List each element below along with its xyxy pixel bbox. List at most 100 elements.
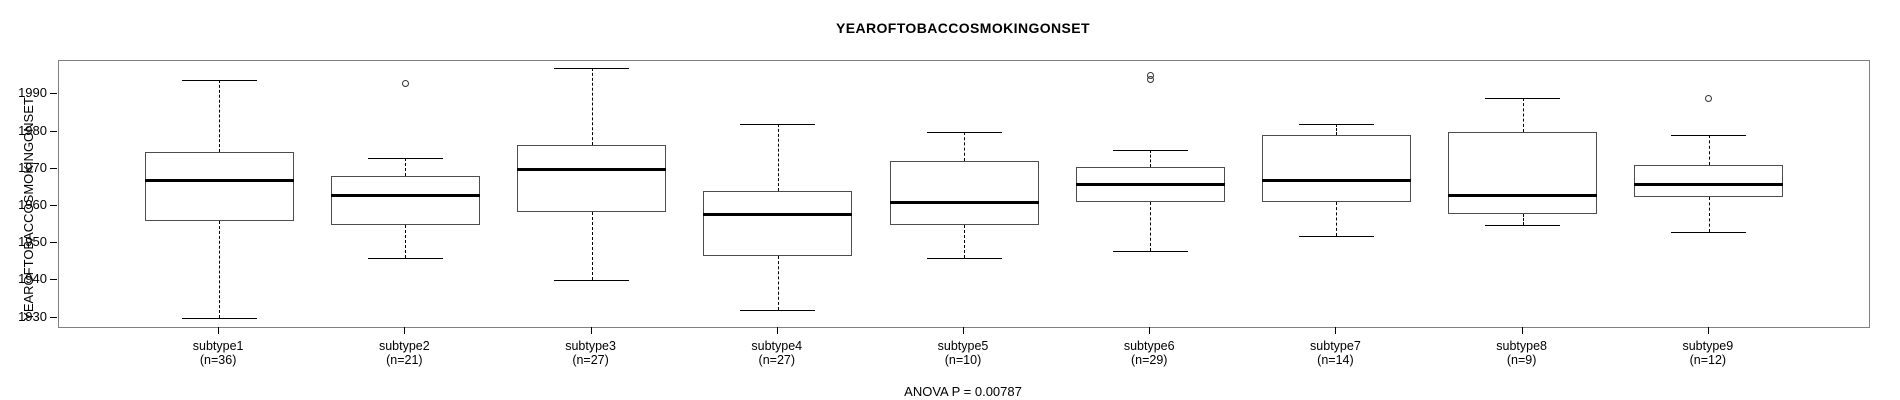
lower-whisker-subtype1 [219,220,221,318]
y-tick-1970 [50,167,57,169]
x-label-count-subtype9: (n=12) [1689,353,1727,367]
y-tick-1940 [50,279,57,281]
x-label-name-subtype4: subtype4 [751,339,803,353]
upper-cap-subtype5 [926,131,1002,133]
upper-cap-subtype4 [740,124,816,126]
x-tick-subtype8 [1521,327,1523,334]
upper-whisker-subtype1 [219,79,221,153]
lower-whisker-subtype9 [1708,196,1710,233]
median-subtype9 [1634,182,1784,186]
x-tick-subtype2 [404,327,406,334]
lower-cap-subtype2 [367,258,443,260]
upper-whisker-subtype2 [405,157,407,177]
y-tick-1990 [50,93,57,95]
lower-cap-subtype9 [1671,232,1747,234]
median-subtype1 [144,179,294,183]
lower-whisker-subtype2 [405,224,407,259]
x-tick-subtype6 [1149,327,1151,334]
x-label-name-subtype1: subtype1 [192,339,244,353]
x-label-name-subtype2: subtype2 [378,339,430,353]
y-tick-label-1990: 1990 [18,85,47,101]
upper-cap-subtype2 [367,157,443,159]
x-label-name-subtype5: subtype5 [937,339,989,353]
median-subtype5 [889,201,1039,205]
upper-cap-subtype7 [1298,124,1374,126]
box-subtype2 [330,176,480,225]
outlier-subtype6-1 [1146,76,1154,84]
y-tick-1930 [50,316,57,318]
x-label-count-subtype4: (n=27) [758,353,796,367]
x-label-count-subtype1: (n=36) [199,353,237,367]
x-label-subtype6: subtype6 (n=29) [1056,339,1242,367]
x-label-count-subtype7: (n=14) [1317,353,1354,367]
y-tick-label-1940: 1940 [18,271,47,287]
outlier-subtype9-0 [1705,94,1713,102]
upper-cap-subtype1 [181,79,257,81]
y-tick-label-1930: 1930 [18,308,47,324]
lower-whisker-subtype8 [1522,213,1524,225]
x-label-count-subtype5: (n=10) [944,353,982,367]
x-label-name-subtype7: subtype7 [1310,339,1361,353]
median-subtype3 [517,167,667,171]
y-tick-label-1980: 1980 [18,122,47,138]
plot-area [58,60,1870,328]
upper-cap-subtype9 [1671,135,1747,137]
upper-whisker-subtype7 [1336,124,1338,136]
upper-cap-subtype6 [1112,150,1188,152]
box-subtype3 [517,144,667,212]
chart-title: YEAROFTOBACCOSMOKINGONSET [836,20,1090,36]
x-tick-subtype5 [963,327,964,334]
upper-whisker-subtype9 [1708,135,1710,166]
x-label-subtype1: subtype1 (n=36) [125,339,311,367]
lower-whisker-subtype3 [591,211,593,281]
lower-whisker-subtype5 [964,224,965,259]
x-tick-subtype7 [1335,327,1337,334]
x-tick-subtype3 [590,327,592,334]
lower-cap-subtype1 [181,317,257,319]
anova-p-annotation: ANOVA P = 0.00787 [904,384,1022,399]
upper-whisker-subtype6 [1150,150,1152,168]
box-subtype9 [1634,165,1784,197]
median-subtype2 [330,193,480,197]
box-subtype8 [1448,131,1598,214]
x-label-subtype8: subtype8 (n=9) [1429,339,1615,367]
x-label-subtype3: subtype3 (n=27) [498,339,684,367]
x-label-count-subtype8: (n=9) [1506,353,1537,367]
x-tick-subtype4 [776,327,778,334]
x-label-count-subtype6: (n=29) [1130,353,1168,367]
lower-cap-subtype8 [1485,224,1561,226]
outlier-subtype2-0 [401,79,409,87]
lower-cap-subtype6 [1112,250,1188,252]
x-label-name-subtype6: subtype6 [1123,339,1175,353]
y-tick-label-1970: 1970 [18,159,47,175]
lower-whisker-subtype7 [1336,202,1338,236]
x-label-name-subtype8: subtype8 [1496,339,1547,353]
box-subtype7 [1261,135,1411,203]
x-tick-subtype9 [1707,327,1709,334]
box-subtype5 [889,161,1039,225]
upper-whisker-subtype3 [591,68,593,145]
x-label-subtype2: subtype2 (n=21) [311,339,497,367]
x-label-name-subtype3: subtype3 [565,339,616,353]
x-label-subtype5: subtype5 (n=10) [870,339,1056,367]
x-label-name-subtype9: subtype9 [1682,339,1734,353]
y-tick-1960 [50,205,57,207]
x-label-subtype7: subtype7 (n=14) [1242,339,1428,367]
lower-cap-subtype4 [740,310,816,312]
x-label-count-subtype3: (n=27) [572,353,609,367]
lower-cap-subtype7 [1298,235,1374,237]
box-subtype1 [144,152,294,221]
box-subtype4 [703,191,853,257]
y-tick-1950 [50,242,57,244]
upper-whisker-subtype5 [964,131,965,162]
median-subtype6 [1075,182,1225,186]
y-tick-label-1960: 1960 [18,197,47,213]
upper-cap-subtype8 [1485,98,1561,100]
upper-whisker-subtype4 [777,124,779,192]
x-label-count-subtype2: (n=21) [386,353,423,367]
upper-cap-subtype3 [554,68,630,70]
y-tick-1980 [50,130,57,132]
lower-whisker-subtype6 [1150,202,1152,251]
median-subtype4 [703,212,853,216]
